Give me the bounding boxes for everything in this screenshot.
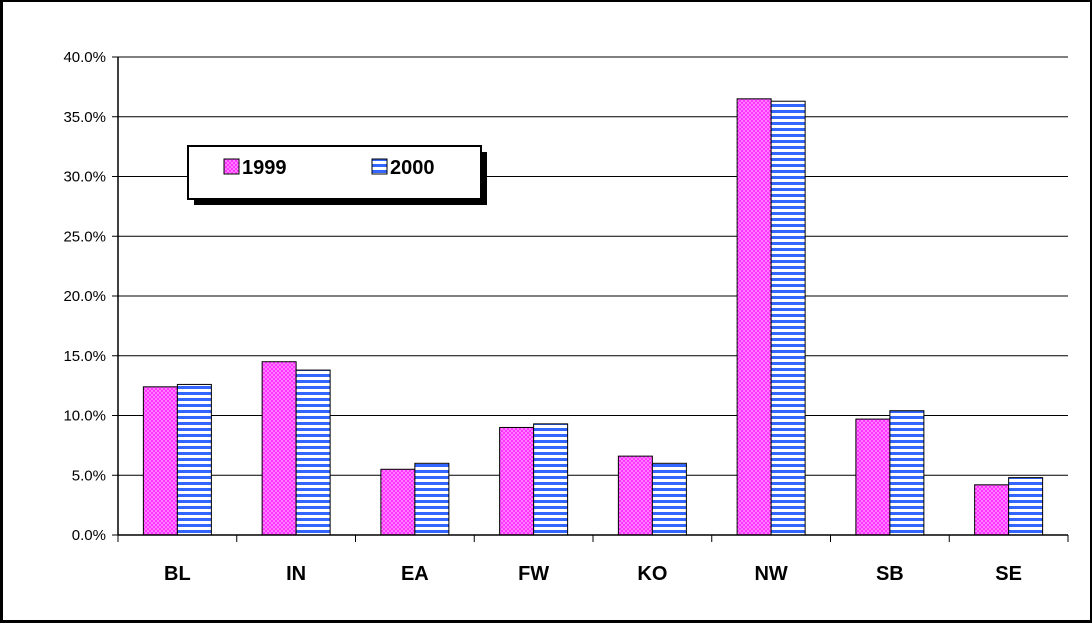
y-tick-label: 20.0% [63,288,106,305]
bar-2000-EA [414,462,450,536]
bar-2000-SE [1008,477,1044,536]
bar-1999-SB [855,418,891,536]
legend-swatch-2000 [371,158,388,175]
bar-2000-FW [533,423,569,536]
bar-chart: 0.0% 5.0% 10.0% 15.0% 20.0% 25.0% 30.0% 35.0% 40… [63,49,1069,585]
bar-2000-KO [651,462,687,536]
bar-1999-EA [380,468,416,536]
legend: 1999 2000 [187,145,487,205]
bar-1999-BL [142,386,178,536]
y-tick-label: 35.0% [63,109,106,126]
x-category-label: FW [518,563,549,585]
bar-1999-KO [617,455,653,536]
legend-label-2000: 2000 [390,157,435,179]
bars [142,98,1044,536]
x-category-label: SE [995,563,1022,585]
y-tick-label: 10.0% [63,408,106,425]
y-tick-label: 40.0% [63,49,106,66]
bar-2000-IN [295,369,331,536]
bar-2000-BL [176,383,212,536]
x-category-label: NW [754,563,787,585]
x-category-label: SB [876,563,904,585]
x-category-label: BL [164,563,191,585]
gridlines [118,56,1068,476]
legend-swatch-1999 [223,158,240,175]
bar-1999-NW [736,98,772,536]
x-category-label: IN [286,563,306,585]
bar-1999-SE [974,484,1010,536]
y-tick-label: 5.0% [72,467,106,484]
bar-1999-FW [499,426,535,536]
y-axis-ticks: 0.0% 5.0% 10.0% 15.0% 20.0% 25.0% 30.0% 35.0% 40… [63,49,118,544]
bar-1999-IN [261,361,297,536]
x-category-label: KO [637,563,667,585]
x-axis-labels: BL IN EA FW KO NW SB SE [164,563,1022,585]
bar-2000-SB [889,410,925,536]
x-category-label: EA [401,563,429,585]
y-tick-label: 25.0% [63,228,106,245]
y-tick-label: 15.0% [63,348,106,365]
y-tick-label: 0.0% [72,527,106,544]
y-tick-label: 30.0% [63,169,106,186]
bar-2000-NW [770,100,806,536]
axes [117,57,1069,542]
legend-label-1999: 1999 [242,157,287,179]
